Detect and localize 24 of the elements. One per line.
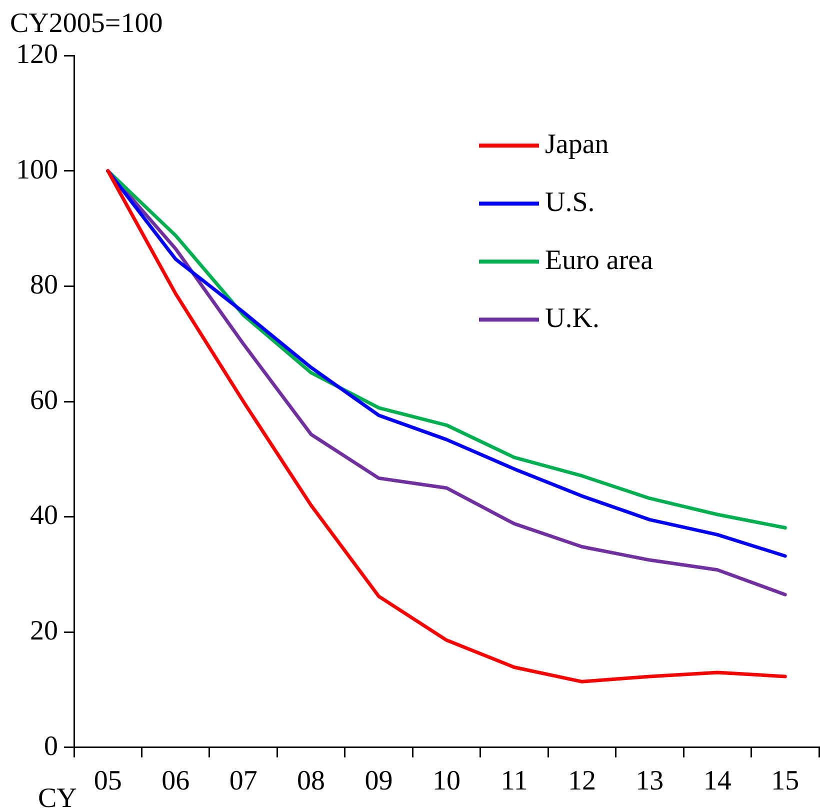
- legend-label: U.K.: [545, 302, 600, 334]
- x-tick-label: 14: [703, 766, 732, 797]
- y-tick-label: 100: [16, 154, 58, 186]
- y-tick-label: 0: [44, 730, 58, 762]
- y-tick-label: 120: [16, 38, 58, 70]
- x-tick-label: 15: [771, 766, 800, 797]
- x-axis-title: CY: [38, 782, 77, 809]
- x-tick-label: 11: [500, 766, 528, 797]
- x-tick-label: 10: [432, 766, 460, 797]
- x-tick-label: 12: [568, 766, 596, 797]
- x-tick-label: 09: [364, 766, 393, 797]
- x-tick-label: 08: [297, 766, 326, 797]
- chart-title: CY2005=100: [10, 8, 163, 40]
- y-tick-label: 60: [30, 384, 58, 416]
- y-tick-label: 80: [30, 270, 58, 301]
- legend-label: Japan: [545, 128, 609, 160]
- x-tick-label: 05: [94, 766, 122, 797]
- legend-label: U.S.: [545, 186, 595, 218]
- y-tick-label: 40: [30, 500, 58, 532]
- x-tick-label: 06: [162, 766, 190, 797]
- x-tick-label: 07: [229, 766, 258, 797]
- y-tick-label: 20: [30, 615, 58, 646]
- legend-label: Euro area: [545, 244, 654, 276]
- x-tick-label: 13: [636, 766, 664, 797]
